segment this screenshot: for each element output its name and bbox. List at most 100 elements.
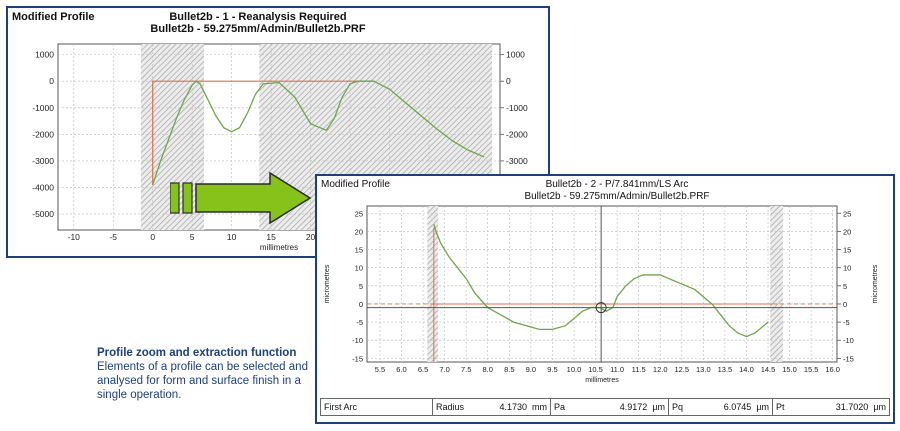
stats-value: 6.0745 [723,402,752,412]
caption: Profile zoom and extraction function Ele… [97,346,312,402]
stats-bar: First Arc Radius 4.1730 mm Pa 4.9172 µm … [320,398,890,416]
y-tick-label-left: -2000 [32,129,54,139]
x-tick-label: 14.0 [739,365,754,374]
x-tick-label: 7.5 [461,365,471,374]
profile-chart-2[interactable]: 5.5 6.0 6.5 7.0 7.5 8.0 8.5 9.0 9.5 10.0 10.5 11.0 1… [317,176,893,396]
stats-cell-radius: Radius 4.1730 mm [433,399,551,415]
x-tick-label: 7.0 [439,365,449,374]
x-tick-label: 14.5 [761,365,776,374]
x-tick-label: 15 [266,232,276,242]
chart-heading-line1: Bullet2b - 2 - P/7.841mm/LS Arc [545,179,689,190]
stats-label: Radius [436,402,465,412]
y-tick-label-left: 0 [49,76,54,86]
x-tick-label: 15.5 [804,365,819,374]
y-tick-label-left: -5000 [32,209,54,219]
stats-section-cell: First Arc [321,399,433,415]
plot-area [366,205,838,363]
arrow-body [195,172,312,225]
profile-trace [152,80,485,186]
stats-value: 4.9172 [619,402,648,412]
x-axis-label: millimetres [260,243,298,252]
chart-heading-line2: Bullet2b - 59.275mm/Admin/Bullet2b.PRF [524,191,710,202]
x-tick-label: 13.0 [696,365,711,374]
y-tick-label-left: -15 [352,354,363,363]
chart-heading: Bullet2b - 2 - P/7.841mm/LS Arc Bullet2b… [437,179,797,203]
stats-cell-pq: Pq 6.0745 µm [669,399,773,415]
x-tick-label: 10 [227,232,237,242]
stats-label: Pq [672,402,684,412]
stats-value: 4.1730 [499,402,527,412]
stats-unit: µm [652,402,665,412]
x-tick-label: 9.0 [526,365,536,374]
arrow-bar-small [170,182,180,214]
y-tick-label-right: -2000 [506,129,528,139]
stats-unit: mm [532,402,547,412]
y-tick-label-left: 15 [355,246,363,255]
stats-unit: µm [756,402,769,412]
caption-title: Profile zoom and extraction function [97,347,297,359]
y-tick-label-right: 0 [843,300,847,309]
x-tick-label: 12.5 [674,365,689,374]
stats-cell-pt: Pt 31.7020 µm [773,399,889,415]
x-tick-label: 6.0 [396,365,406,374]
y-tick-label-left: -10 [352,336,363,345]
excluded-region [427,206,439,362]
y-tick-label-left: -5 [356,318,363,327]
x-tick-label: 5 [190,232,195,242]
stats-label: Pt [776,402,785,412]
y-tick-label-left: 25 [355,209,363,218]
y-tick-label-right: 25 [843,209,851,218]
y-tick-label-right: -1000 [506,103,528,113]
y-axis-label-left: micrometres [324,264,331,303]
stats-label: Pa [554,402,566,412]
x-tick-label: 9.5 [547,365,557,374]
y-axis-label-right: micrometres [872,264,879,303]
x-tick-label: 10.0 [567,365,582,374]
y-tick-label-right: -5 [843,318,850,327]
x-tick-label: 10.5 [588,365,603,374]
x-axis-label: millimetres [585,377,619,384]
y-tick-label-left: 10 [355,264,363,273]
x-tick-label: 5.5 [375,365,385,374]
profile-window-2: Modified Profile Bullet2b - 2 - P/7.841m… [315,174,895,424]
cursor-marker [595,302,607,314]
y-tick-label-right: -3000 [506,156,528,166]
y-tick-label-right: 1000 [506,50,525,60]
y-tick-label-left: 20 [355,227,363,236]
chart-heading: Bullet2b - 1 - Reanalysis Required Bulle… [68,11,448,35]
y-tick-label-right: -15 [843,354,854,363]
excluded-region [770,206,784,362]
x-tick-label: 16.0 [825,365,840,374]
x-tick-label: 13.5 [718,365,733,374]
reference-line [152,80,374,185]
stats-section-label: First Arc [324,402,357,412]
x-tick-label: 11.0 [610,365,624,374]
caption-body: Elements of a profile can be selected an… [97,361,308,401]
y-tick-label-left: 0 [359,300,363,309]
x-tick-label: 15.0 [782,365,797,374]
y-tick-label-left: 1000 [35,50,54,60]
x-tick-label: 0 [150,232,155,242]
y-tick-label-right: 10 [843,264,851,273]
x-tick-label: 11.5 [632,365,646,374]
stats-unit: µm [873,402,886,412]
x-tick-label: -10 [68,232,81,242]
x-tick-label: 8.0 [483,365,493,374]
chart-heading-line1: Bullet2b - 1 - Reanalysis Required [169,11,347,23]
y-tick-label-right: 5 [843,282,847,291]
x-tick-label: 8.5 [504,365,514,374]
y-tick-label-right: 0 [506,76,511,86]
green-arrow-icon [170,172,312,225]
x-tick-label: 20 [306,232,316,242]
x-tick-label: 6.5 [418,365,428,374]
chart-heading-line2: Bullet2b - 59.275mm/Admin/Bullet2b.PRF [150,23,366,35]
window-title: Modified Profile [321,179,390,190]
profile-trace [433,223,769,338]
y-tick-label-right: 15 [843,246,851,255]
stats-cell-pa: Pa 4.9172 µm [551,399,669,415]
arrow-bar-medium [182,182,193,214]
y-tick-label-left: 5 [359,282,363,291]
y-tick-label-right: 20 [843,227,851,236]
y-tick-label-left: -3000 [32,156,54,166]
x-tick-label: -5 [109,232,117,242]
